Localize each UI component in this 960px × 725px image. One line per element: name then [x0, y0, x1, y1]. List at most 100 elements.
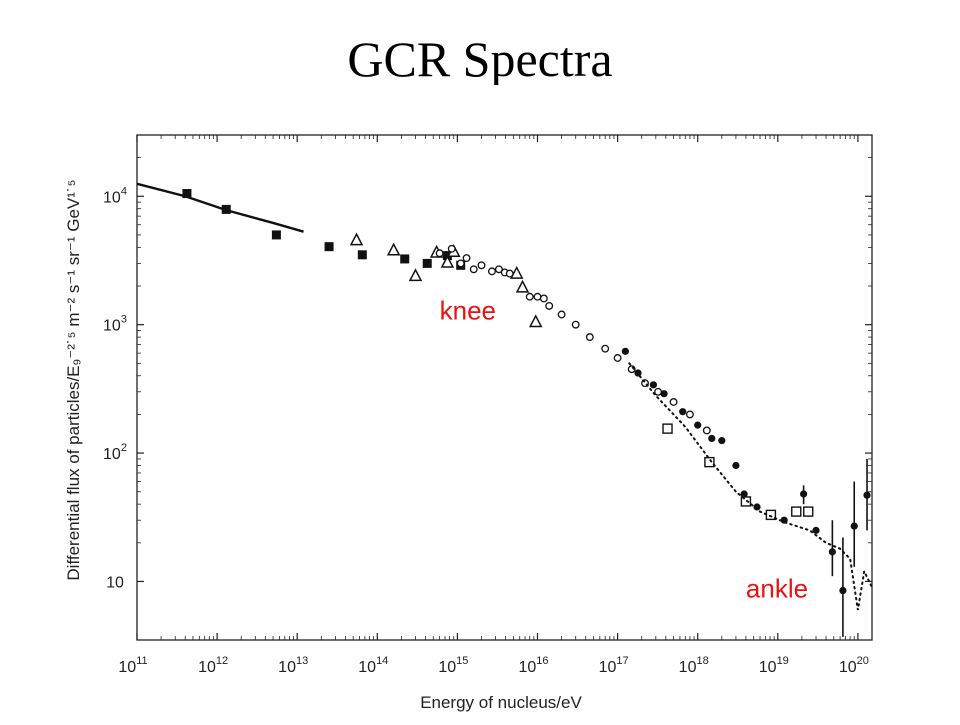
open-triangle-point: [528, 314, 543, 328]
open-circle-point: [654, 387, 663, 396]
y-axis-label: Differential flux of particles/E₉⁻²˙⁵ m⁻…: [64, 179, 83, 580]
x-tick-label: 1014: [358, 655, 388, 676]
x-tick-exponent: 11: [136, 655, 147, 667]
open-circle-point: [557, 310, 566, 319]
y-tick-base: 10: [106, 574, 124, 591]
open-circle-point: [669, 398, 678, 406]
annotation-ankle: ankle: [746, 574, 808, 604]
open-circle-point: [571, 320, 580, 329]
open-circle-point: [685, 410, 694, 419]
open-square-point: [704, 456, 715, 468]
x-tick-label: 1013: [278, 655, 308, 676]
dotted-fit-line: [628, 362, 873, 611]
open-triangle-point: [440, 254, 455, 268]
open-triangle-point: [349, 232, 364, 246]
x-tick-base: 10: [599, 659, 617, 676]
error-bars: [802, 458, 868, 637]
x-tick-base: 10: [358, 659, 376, 676]
x-tick-exponent: 18: [696, 655, 708, 667]
x-tick-base: 10: [839, 659, 857, 676]
slide-title: GCR Spectra: [347, 31, 613, 87]
x-tick-label: 1020: [839, 655, 869, 676]
filled-square-point: [324, 242, 334, 252]
x-tick-exponent: 20: [857, 655, 869, 667]
x-tick-exponent: 15: [456, 655, 468, 667]
x-axis-label: Energy of nucleus/eV: [420, 693, 582, 712]
x-tick-label: 1018: [679, 655, 709, 676]
x-tick-exponent: 12: [216, 655, 228, 667]
filled-square-point: [400, 254, 410, 264]
open-circle-point: [435, 249, 444, 258]
x-tick-label: 1012: [198, 655, 228, 676]
x-tick-labels: 1011 1012 1013 1014 1015 1016 1017 1018 1019 1020: [118, 655, 869, 676]
open-triangle-point: [515, 279, 530, 293]
filled-square-point: [271, 230, 281, 240]
open-circle-point: [702, 426, 711, 435]
open-circle-point: [613, 354, 622, 362]
filled-circle-point: [660, 390, 668, 398]
y-tick-exponent: 4: [121, 185, 127, 197]
y-tick-label: 102: [103, 442, 127, 463]
plot-border: [136, 134, 873, 641]
y-tick-base: 10: [103, 318, 121, 335]
open-square-point: [662, 423, 673, 434]
open-circle-point: [601, 344, 610, 353]
open-circle-point: [487, 267, 496, 276]
open-circle-point: [533, 292, 542, 301]
open-triangle-point: [386, 242, 401, 256]
y-tick-label: 104: [103, 185, 127, 206]
y-tick-label: 103: [103, 314, 127, 335]
filled-circle-point: [718, 437, 726, 445]
open-circle-point: [447, 244, 456, 253]
open-circle-point: [525, 292, 534, 301]
y-tick-base: 10: [103, 446, 121, 463]
open-circle-point: [477, 261, 486, 270]
open-circle-point: [505, 269, 514, 278]
x-tick-exponent: 16: [536, 655, 548, 667]
filled-circle-point: [812, 526, 820, 534]
filled-square-point: [221, 204, 231, 214]
x-tick-base: 10: [518, 659, 536, 676]
filled-circle-point: [740, 490, 748, 498]
y-tick-base: 10: [103, 189, 121, 206]
x-tick-exponent: 13: [296, 655, 308, 667]
open-circle-point: [462, 254, 471, 263]
annotations: knee ankle: [440, 295, 808, 603]
x-tick-base: 10: [679, 659, 697, 676]
filled-circle-point: [621, 347, 629, 355]
open-circle-point: [545, 301, 554, 310]
y-tick-exponent: 3: [121, 314, 127, 326]
x-tick-base: 10: [118, 659, 136, 676]
x-tick-exponent: 19: [777, 655, 789, 667]
x-tick-label: 1016: [518, 655, 548, 676]
filled-circle-point: [708, 434, 716, 443]
open-circle-point: [539, 294, 548, 303]
open-circle-point: [456, 259, 465, 268]
axis-ticks: [136, 134, 872, 640]
series-open-circle: [435, 244, 711, 435]
open-circle-point: [494, 265, 503, 274]
open-triangle-point: [509, 265, 524, 279]
series-dotted-line: [628, 362, 873, 611]
open-circle-point: [469, 265, 478, 274]
x-tick-label: 1011: [118, 655, 147, 676]
y-tick-exponent: 2: [121, 442, 127, 454]
filled-square-point: [182, 189, 192, 199]
data-series: [136, 182, 873, 611]
plot-frame: [136, 134, 873, 641]
filled-circle-point: [679, 408, 687, 416]
x-tick-base: 10: [438, 659, 456, 676]
x-tick-exponent: 14: [376, 655, 388, 667]
annotation-knee: knee: [440, 295, 496, 325]
x-tick-base: 10: [198, 659, 216, 676]
x-tick-base: 10: [759, 659, 777, 676]
open-triangle-point: [408, 268, 423, 282]
x-tick-base: 10: [278, 659, 296, 676]
open-circle-point: [585, 333, 594, 342]
open-square-point: [791, 506, 802, 517]
x-tick-label: 1017: [599, 655, 629, 676]
y-tick-label: 10: [106, 574, 124, 591]
